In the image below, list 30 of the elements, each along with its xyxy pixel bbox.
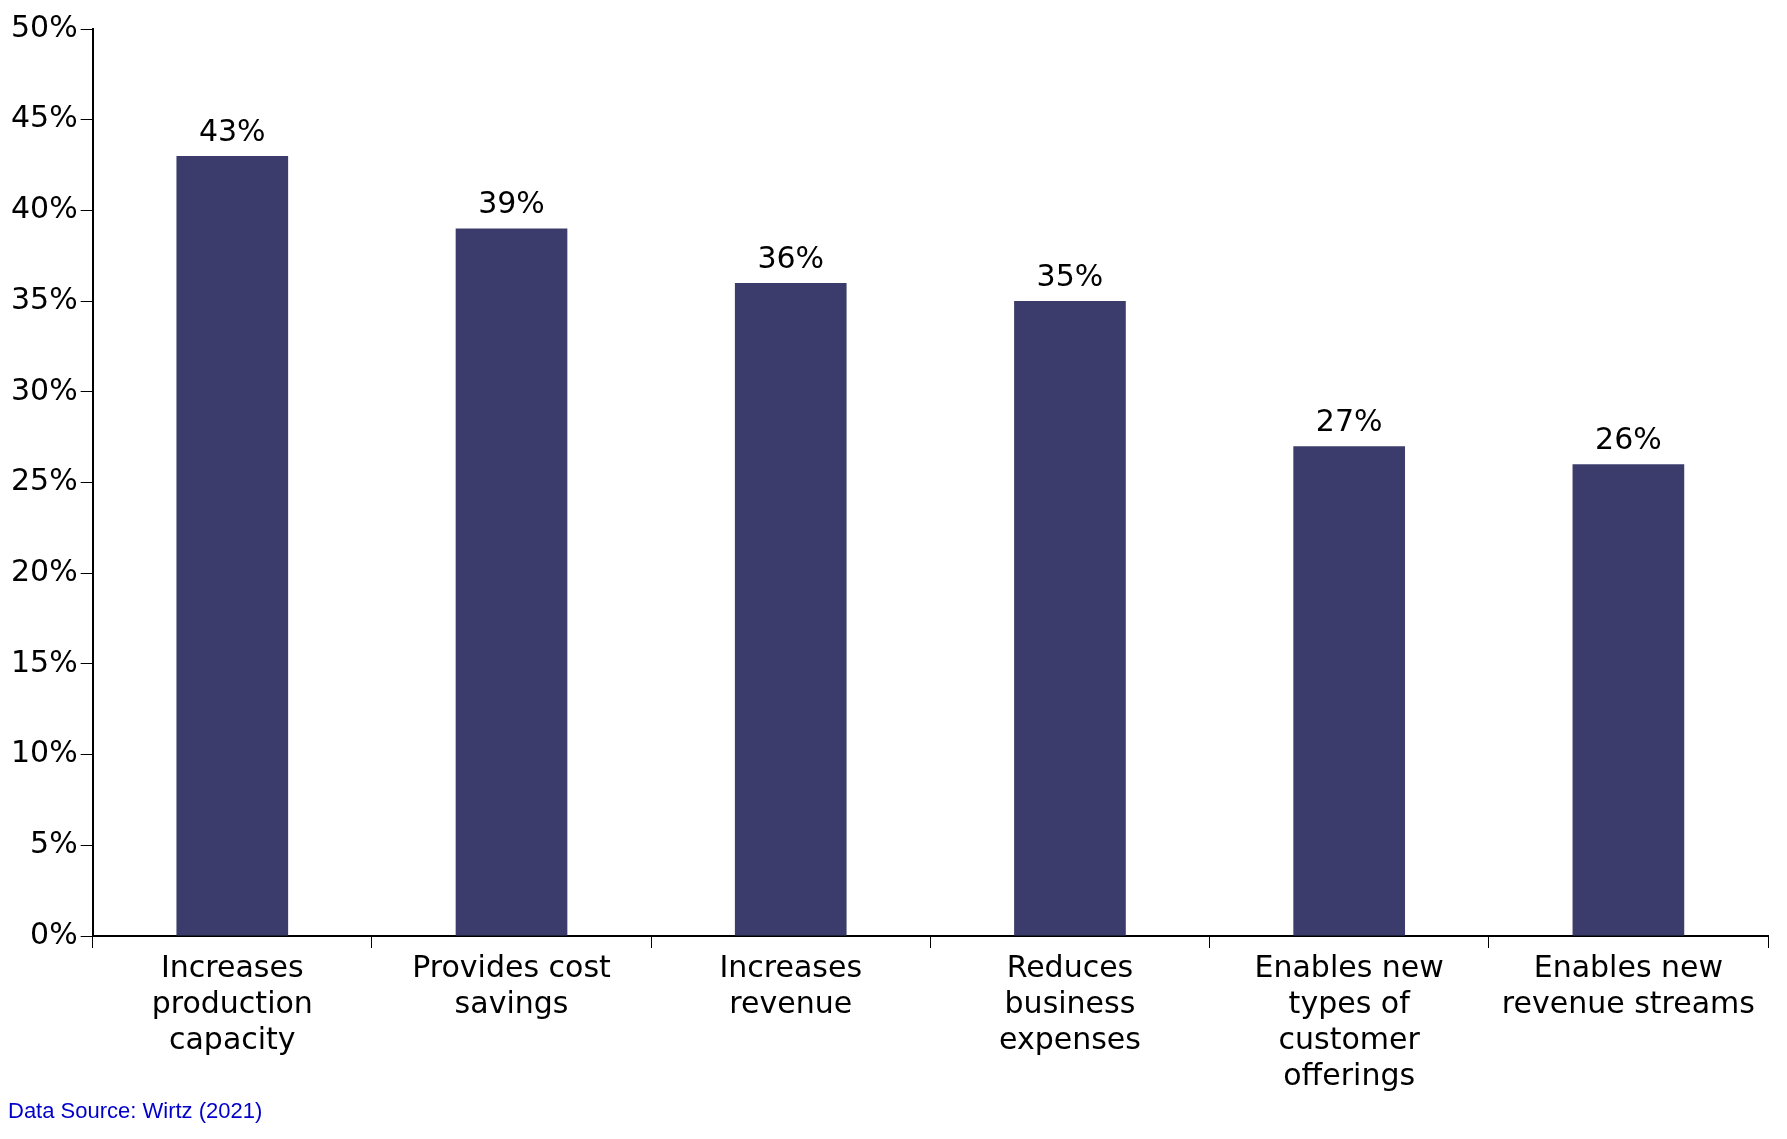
data-label: 36% <box>757 239 825 275</box>
x-tick-label: Enables new revenue streams <box>1501 948 1755 1020</box>
y-tick-label: 0% <box>30 915 78 951</box>
y-tick-label: 20% <box>10 553 78 588</box>
x-tick-label: Provides cost savings <box>412 948 612 1020</box>
bar <box>176 155 289 936</box>
source-note: Data Source: Wirtz (2021) <box>8 1098 264 1124</box>
y-tick-label: 40% <box>10 190 78 226</box>
data-label: 43% <box>198 112 266 148</box>
x-tick-label: Increases production capacity <box>151 948 313 1056</box>
bar <box>734 282 847 936</box>
bar <box>455 228 568 936</box>
y-tick-label: 25% <box>10 462 78 498</box>
bar <box>1014 301 1126 936</box>
x-tick-label: Increases revenue <box>719 948 863 1020</box>
y-tick-label: 50% <box>10 8 78 44</box>
data-label: 35% <box>1036 257 1104 293</box>
data-label: 27% <box>1315 403 1383 439</box>
y-tick-label: 10% <box>10 734 78 770</box>
y-tick-label: 5% <box>30 825 78 861</box>
bar <box>1293 446 1406 936</box>
x-tick-label: Enables new types of customer offerings <box>1254 948 1444 1092</box>
y-tick-label: 15% <box>10 643 78 679</box>
data-label: 39% <box>478 185 545 221</box>
y-tick-label: 30% <box>10 371 78 407</box>
x-tick-label: Reduces business expenses <box>998 948 1141 1056</box>
bar <box>1572 464 1685 936</box>
y-tick-label: 35% <box>10 280 78 316</box>
y-tick-label: 45% <box>10 99 78 135</box>
data-label: 26% <box>1595 421 1662 457</box>
